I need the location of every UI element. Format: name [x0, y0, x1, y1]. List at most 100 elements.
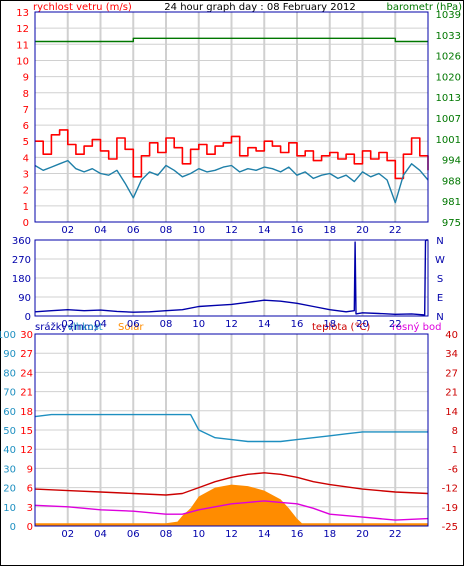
wind-tick-label: 13: [16, 8, 29, 19]
wind-average-line: [34, 159, 429, 204]
direction-panel-frame: [34, 239, 429, 317]
humidity-tick-label: 90: [3, 349, 16, 360]
compass-tick-label: S: [437, 274, 443, 285]
x-tick-label: 18: [323, 225, 336, 236]
x-tick-label: 06: [127, 225, 140, 236]
x-tick-label: 16: [291, 225, 304, 236]
x-tick-label: 16: [291, 529, 304, 540]
wind-panel-frame: [34, 11, 429, 223]
temperature-tick-label: -6: [448, 464, 458, 475]
dewpoint-line: [34, 500, 429, 521]
x-tick-label: 10: [192, 529, 205, 540]
x-tick-label: 04: [94, 319, 107, 330]
x-tick-label: 08: [160, 319, 173, 330]
humidity-tick-label: 40: [3, 445, 16, 456]
direction-tick-label: 360: [12, 236, 31, 247]
x-tick-label: 18: [323, 529, 336, 540]
direction-tick-label: 270: [12, 255, 31, 266]
temperature-tick-label: 34: [445, 349, 458, 360]
wind-tick-label: 9: [23, 73, 29, 84]
temperature-tick-label: 1: [452, 445, 458, 456]
frame-layer: [34, 11, 429, 527]
temperature-tick-label: -12: [442, 484, 458, 495]
humidity-tick-label: 10: [3, 503, 16, 514]
x-tick-label: 20: [356, 319, 369, 330]
rain-tick-label: 6: [27, 484, 33, 495]
pressure-tick-label: 1039: [436, 10, 461, 21]
x-tick-label: 14: [258, 529, 271, 540]
pressure-tick-label: 981: [442, 197, 461, 208]
solar-legend-label: Solar: [118, 322, 144, 333]
wind-tick-label: 4: [23, 153, 29, 164]
wind-tick-label: 6: [23, 121, 29, 132]
compass-tick-label: N: [436, 312, 443, 323]
humidity-line: [34, 413, 428, 443]
x-tick-label: 08: [160, 225, 173, 236]
pressure-tick-label: 988: [442, 176, 461, 187]
x-tick-label: 14: [258, 225, 271, 236]
rain-tick-label: 3: [27, 503, 33, 514]
wind-tick-label: 10: [16, 56, 29, 67]
compass-tick-label: W: [435, 255, 445, 266]
pressure-tick-label: 1001: [436, 135, 461, 146]
wind-tick-label: 2: [23, 186, 29, 197]
pressure-tick-label: 1007: [436, 114, 461, 125]
pressure-axis-title: barometr (hPa): [387, 2, 463, 13]
temperature-tick-label: 8: [452, 426, 458, 437]
x-tick-label: 18: [323, 319, 336, 330]
wind-axis-title: rychlost vetru (m/s): [33, 2, 132, 13]
wind-tick-label: 1: [23, 202, 29, 213]
x-tick-label: 22: [389, 225, 402, 236]
humidity-legend-label: vlhkost: [67, 322, 103, 333]
climate-panel-frame: [34, 333, 429, 527]
dewpoint-legend-label: rosný bod: [392, 321, 441, 333]
humidity-tick-label: 20: [3, 484, 16, 495]
x-tick-label: 12: [225, 319, 238, 330]
x-tick-label: 22: [389, 319, 402, 330]
pressure-tick-label: 994: [442, 156, 461, 167]
wind-tick-label: 12: [16, 24, 29, 35]
x-tick-label: 20: [356, 529, 369, 540]
x-tick-label: 08: [160, 529, 173, 540]
pressure-tick-label: 975: [442, 218, 461, 229]
wind-tick-label: 0: [23, 218, 29, 229]
rain-legend-label: srážky (mm): [35, 321, 98, 333]
wind-tick-label: 8: [23, 89, 29, 100]
x-tick-label: 06: [127, 319, 140, 330]
x-tick-label: 12: [225, 529, 238, 540]
pressure-tick-label: 1013: [436, 93, 461, 104]
rain-tick-label: 12: [20, 445, 33, 456]
wind-tick-label: 11: [16, 40, 29, 51]
rain-tick-label: 9: [27, 464, 33, 475]
pressure-tick-label: 1020: [436, 72, 461, 83]
x-tick-label: 04: [94, 225, 107, 236]
humidity-tick-label: 60: [3, 407, 16, 418]
x-tick-label: 20: [356, 225, 369, 236]
rain-tick-label: 18: [20, 407, 33, 418]
rain-tick-label: 0: [27, 522, 33, 533]
direction-tick-label: 90: [18, 293, 31, 304]
x-tick-label: 14: [258, 319, 271, 330]
compass-tick-label: E: [437, 293, 443, 304]
rain-tick-label: 27: [20, 349, 33, 360]
x-tick-label: 22: [389, 529, 402, 540]
humidity-tick-label: 30: [3, 464, 16, 475]
wind-gust-line: [35, 129, 429, 180]
wind-tick-label: 3: [23, 170, 29, 181]
solar-area: [35, 484, 428, 526]
rain-tick-label: 24: [20, 368, 33, 379]
humidity-tick-label: 50: [3, 426, 16, 437]
temperature-tick-label: 40: [445, 330, 458, 341]
area-layer: [35, 484, 428, 526]
x-tick-label: 10: [192, 225, 205, 236]
pressure-tick-label: 1033: [436, 31, 461, 42]
wind-tick-label: 5: [23, 137, 29, 148]
temperature-tick-label: -19: [442, 503, 458, 514]
direction-tick-label: 0: [25, 312, 31, 323]
temperature-tick-label: 27: [445, 368, 458, 379]
temperature-legend-label: teplota (°C): [312, 322, 370, 333]
x-tick-label: 12: [225, 225, 238, 236]
graph-title: 24 hour graph day : 08 February 2012: [164, 2, 355, 13]
series-layer: [34, 37, 429, 521]
